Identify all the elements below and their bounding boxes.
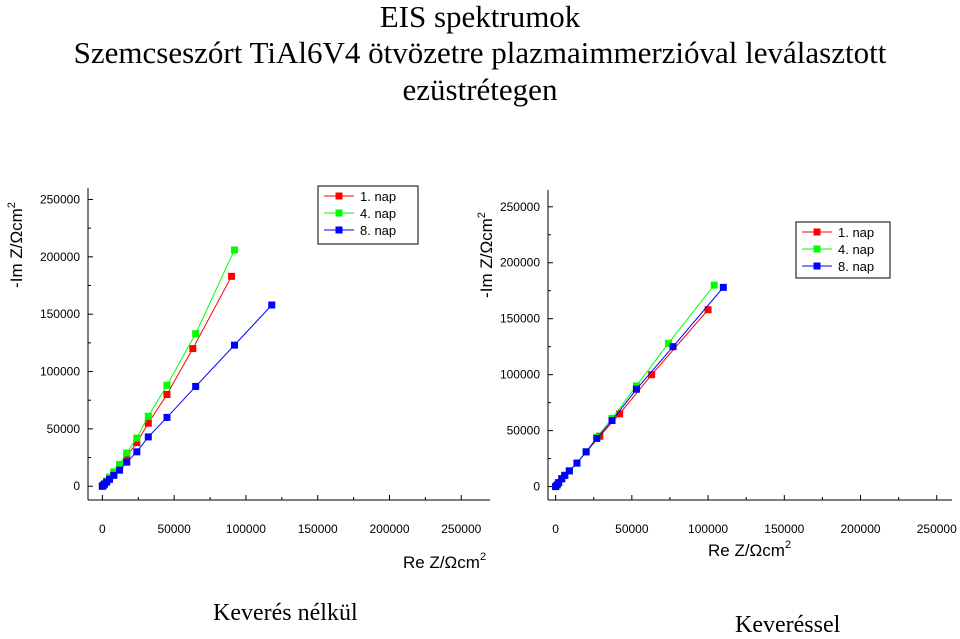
data-point	[106, 475, 114, 483]
legend-label: 4. nap	[838, 242, 874, 257]
y-tick-label: 200000	[40, 250, 80, 264]
data-point	[230, 341, 238, 349]
legend-label: 8. nap	[360, 223, 396, 238]
legend-box	[795, 221, 891, 279]
data-point	[230, 246, 238, 254]
y-tick-label: 150000	[40, 307, 80, 321]
data-point	[664, 339, 672, 347]
y-tick-label: 250000	[500, 200, 540, 214]
y-tick-label: 100000	[500, 368, 540, 382]
legend-marker	[813, 228, 821, 236]
legend-marker	[335, 226, 343, 234]
data-point	[593, 434, 601, 442]
caption-left: Keverés nélkül	[213, 600, 358, 626]
data-point	[163, 390, 171, 398]
series-line-1	[101, 276, 233, 487]
chart-2: 0 50000 100000 150000 200000 250000 0 50000 1000…	[476, 190, 957, 560]
data-point	[648, 371, 656, 379]
x-tick-label: 150000	[764, 522, 804, 536]
data-point	[669, 343, 677, 351]
data-point	[144, 412, 152, 420]
x-tick-label: 200000	[369, 522, 409, 536]
x-axis-label: Re Z/Ωcm2	[708, 539, 791, 560]
data-point	[144, 433, 152, 441]
x-tick-label: 100000	[688, 522, 728, 536]
y-tick-label: 200000	[500, 256, 540, 270]
y-tick-label: 50000	[507, 424, 541, 438]
legend-label: 1. nap	[838, 225, 874, 240]
data-point	[192, 382, 200, 390]
data-point	[555, 479, 563, 487]
series-line-2	[101, 249, 235, 487]
title-line-1: EIS spektrumok	[379, 0, 581, 34]
y-axis-label: -Im Z/Ωcm2	[476, 212, 496, 298]
data-point	[573, 459, 581, 467]
y-tick-label: 150000	[500, 312, 540, 326]
y-tick-label: 0	[533, 480, 540, 494]
y-axis-label: -Im Z/Ωcm2	[6, 202, 26, 288]
legend-marker	[335, 209, 343, 217]
x-tick-label: 200000	[841, 522, 881, 536]
legend-marker	[813, 245, 821, 253]
x-axis-label: Re Z/Ωcm2	[403, 551, 486, 572]
data-point	[133, 439, 141, 447]
legend-marker	[335, 192, 343, 200]
data-point	[582, 448, 590, 456]
legend-label: 1. nap	[360, 189, 396, 204]
chart-1: 0 50000 100000 150000 200000 250000 0 50000 1000…	[6, 185, 490, 572]
legend-marker	[813, 262, 821, 270]
data-point	[123, 458, 131, 466]
data-point	[144, 419, 152, 427]
title-line-2: Szemcseszórt TiAl6V4 ötvözetre plazmaimm…	[73, 35, 887, 70]
data-point	[110, 471, 118, 479]
data-point	[163, 413, 171, 421]
data-point	[116, 466, 124, 474]
legend-label: 8. nap	[838, 259, 874, 274]
x-tick-label: 50000	[615, 522, 649, 536]
data-point	[189, 345, 197, 353]
title-line-3: ezüstrétegen	[402, 72, 558, 107]
data-point	[608, 417, 616, 425]
y-tick-label: 0	[73, 479, 80, 493]
data-point	[228, 272, 236, 280]
x-tick-label: 250000	[441, 522, 481, 536]
x-tick-label: 150000	[298, 522, 338, 536]
data-point	[561, 471, 569, 479]
data-point	[133, 434, 141, 442]
data-point	[268, 301, 276, 309]
data-point	[710, 281, 718, 289]
x-tick-label: 50000	[157, 522, 191, 536]
y-tick-label: 250000	[40, 192, 80, 206]
y-tick-label: 100000	[40, 365, 80, 379]
legend-label: 4. nap	[360, 206, 396, 221]
y-tick-label: 50000	[47, 422, 81, 436]
x-tick-label: 100000	[226, 522, 266, 536]
data-point	[565, 467, 573, 475]
data-point	[704, 306, 712, 314]
data-point	[616, 410, 624, 418]
data-point	[719, 283, 727, 291]
data-point	[632, 385, 640, 393]
x-tick-label: 250000	[917, 522, 957, 536]
data-point	[133, 448, 141, 456]
caption-right: Keveréssel	[735, 612, 841, 638]
x-tick-label: 0	[99, 522, 106, 536]
data-point	[116, 460, 124, 468]
data-point	[192, 330, 200, 338]
x-tick-label: 0	[552, 522, 559, 536]
data-point	[163, 381, 171, 389]
data-point	[123, 449, 131, 457]
